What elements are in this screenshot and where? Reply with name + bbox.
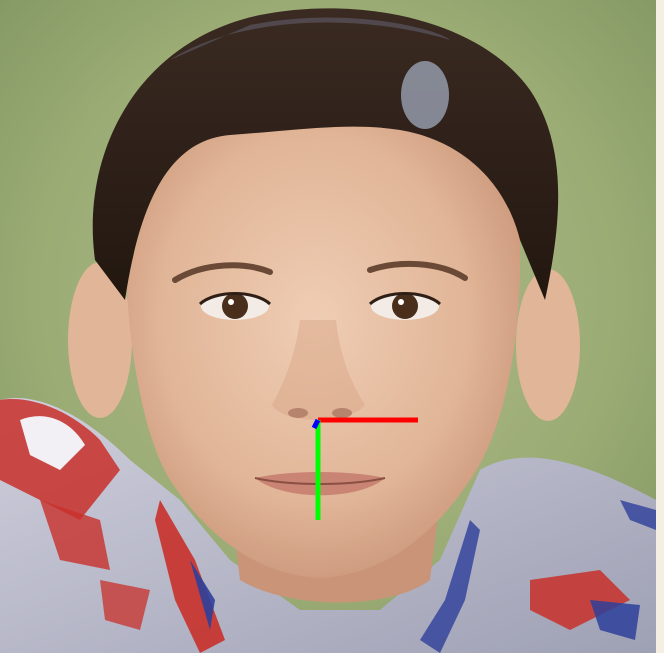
left-ear	[68, 262, 132, 418]
left-eye	[198, 292, 272, 320]
pose-axes-overlay	[311, 417, 418, 520]
right-eyebrow	[367, 260, 468, 281]
z-axis-line	[311, 418, 321, 430]
right-edge-strip	[656, 0, 664, 653]
shirt	[0, 398, 656, 653]
left-eyebrow	[172, 262, 273, 283]
right-ear	[516, 269, 580, 421]
hair-clip	[401, 61, 449, 129]
right-eye	[368, 292, 442, 320]
nose	[272, 320, 365, 420]
face	[124, 108, 521, 578]
